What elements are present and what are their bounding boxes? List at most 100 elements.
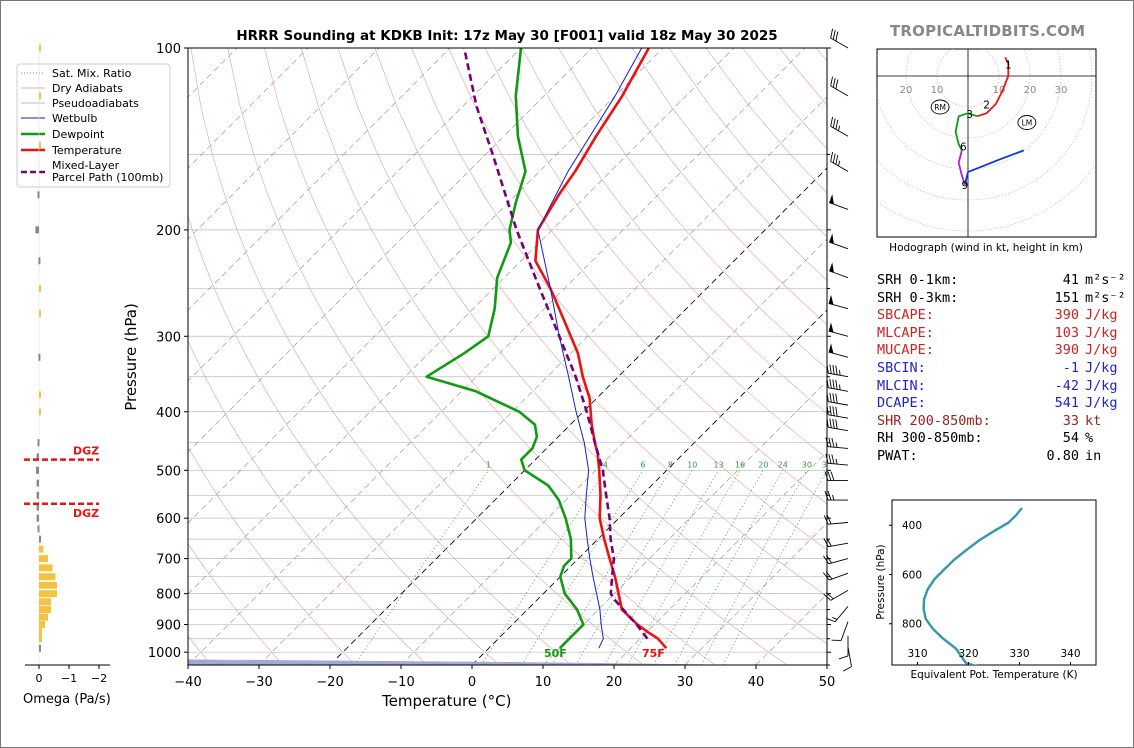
wind-barb [822,571,849,581]
pseudoadiabat [188,662,444,665]
omega-bar [39,573,56,581]
wind-barb-full [823,515,829,525]
x-tick-label: −30 [245,675,272,690]
dry-adiabat [188,214,500,665]
x-tick-label: 40 [748,675,765,690]
sounding-stats: SRH 0-1km: 41 m²s⁻² SRH 0-3km: 151 m²s⁻² SBCAP… [877,272,1126,466]
dry-adiabat [411,48,827,551]
skewt-ylabel: Pressure (hPa) [122,303,140,411]
hodograph-height-label: 6 [960,141,967,153]
x-tick-label: 50 [819,675,836,690]
omega-x-tick-label: −1 [61,672,77,685]
wind-barb-staff [828,303,849,310]
parcel-path-line [462,48,649,640]
isotherm-highlight [471,309,827,665]
wind-barb [829,233,849,250]
wind-barb-full [822,572,830,581]
wind-barb [831,621,849,641]
wind-barb-half [835,458,838,465]
wind-barb-staff [830,160,849,172]
wind-barb-half [832,494,835,501]
wind-barb [826,378,849,392]
pseudoadiabat [188,659,700,665]
pseudoadiabat [188,662,473,665]
theta-e-y-tick-label: 800 [902,619,922,631]
mixing-ratio-line [722,470,827,665]
stat-unit: J/kg [1085,377,1118,394]
y-tick-label: 700 [156,553,181,568]
wind-barb [824,471,848,482]
wind-barb-full [831,454,835,464]
wind-barb-staff [828,351,849,358]
stat-row: SBCAPE: 390 J/kg [877,307,1126,325]
wind-barb [823,589,849,601]
stat-label: SRH 0-3km: [877,289,959,306]
pseudoadiabat [188,660,671,665]
dry-adiabat [188,543,284,665]
wind-barb [823,554,849,565]
stat-value: 54 [1062,430,1079,447]
pseudoadiabat [188,661,615,665]
dry-adiabat [374,48,827,597]
wind-barb-staff [830,125,849,137]
omega-bar [38,257,41,265]
dgz-label-top: DGZ [73,445,99,458]
stat-row: RH 300-850mb: 54% [877,430,1126,448]
stat-value: 33 [1062,412,1079,429]
wind-barb-full [827,490,832,501]
legend-dry-adiabats: Dry Adiabats [52,82,123,95]
wind-barb-full [824,471,829,481]
wind-barb-full [835,154,839,165]
wind-barb-staff [829,572,849,581]
hodograph-ring-label: 20 [1024,85,1037,96]
hodograph-ring-label: 10 [993,85,1006,96]
hodograph-height-label: 3 [966,109,973,121]
legend: Sat. Mix. Ratio Dry Adiabats Pseudoadiab… [16,63,171,188]
hodograph-ring-label: 20 [900,85,913,96]
wind-barb-staff [847,646,852,667]
stat-label: SBCIN: [877,359,926,376]
skewt-background-lines [188,48,827,665]
wind-barb-full [823,555,830,565]
wind-barb-full [832,418,835,429]
pseudoadiabat [188,660,643,665]
mixing-ratio-label: 10 [687,460,697,469]
stat-value: 390 [1054,342,1079,359]
wind-barb-staff [828,372,849,378]
legend-mixratio: Sat. Mix. Ratio [52,67,132,80]
y-tick-label: 300 [156,330,181,345]
wind-barb-full [830,28,834,39]
dgz-label-bottom: DGZ [73,507,99,520]
theta-e-x-tick-label: 330 [1009,648,1029,660]
omega-bar [39,621,45,629]
mixing-ratio-label: 30 [802,460,812,469]
mixing-ratio-line [604,470,719,665]
mixing-ratio-label: 1 [486,460,491,469]
omega-bar [36,466,39,474]
hodograph-height-label: 2 [983,100,990,112]
mixing-ratio-line [551,470,671,665]
dry-adiabat [521,48,827,414]
stat-label: MUCAPE: [877,342,934,359]
omega-bar [37,439,40,447]
mixing-ratio-label: 24 [778,460,788,469]
mixing-ratio-label: 8 [668,460,673,469]
wind-barb-half [832,616,838,620]
wind-barb-full [832,393,835,403]
omega-x-tick-label: 0 [36,672,43,685]
hodograph-trace [977,56,1010,118]
stat-row: SBCIN: -1 J/kg [877,360,1126,378]
wind-barb-full [832,406,835,416]
wind-barb-full [827,471,832,481]
x-tick-label: 30 [677,675,694,690]
wind-barb-full [842,666,852,672]
omega-bar [39,92,41,100]
omega-bar [39,555,48,563]
brand-watermark: TROPICALTIDBITS.COM [890,22,1086,40]
omega-bar [36,514,39,522]
wind-barb-full [832,364,835,375]
wind-barb-full [835,365,838,375]
wind-barb-full [835,119,839,130]
dry-adiabat [337,48,827,644]
